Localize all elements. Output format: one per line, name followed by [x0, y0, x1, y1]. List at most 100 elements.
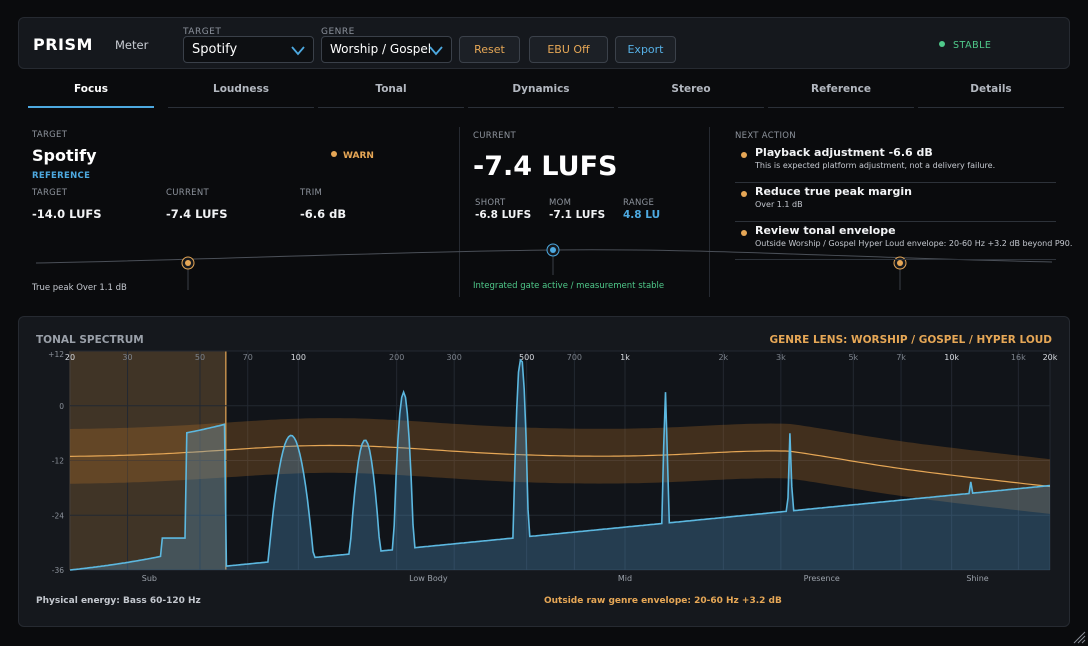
- target-select[interactable]: Spotify: [183, 36, 314, 63]
- action-title[interactable]: Review tonal envelope: [755, 224, 896, 237]
- genre-lens-label: GENRE LENS: WORSHIP / GOSPEL / HYPER LOU…: [769, 334, 1052, 346]
- metric-value: -14.0 LUFS: [32, 207, 102, 221]
- column-divider: [709, 127, 710, 297]
- freq-tick-label: 16k: [1011, 353, 1026, 362]
- freq-tick-label: 30: [122, 353, 132, 362]
- tab-label: Tonal: [375, 83, 407, 95]
- current-lufs-readout: -7.4 LUFS: [473, 151, 618, 182]
- action-desc: Over 1.1 dB: [755, 200, 803, 209]
- band-label: Low Body: [409, 574, 448, 583]
- ebu-toggle-button[interactable]: EBU Off: [529, 36, 608, 63]
- metric-value: -7.4 LUFS: [166, 207, 228, 221]
- freq-tick-label: 300: [447, 353, 462, 362]
- freq-tick-label: 200: [389, 353, 404, 362]
- export-button[interactable]: Export: [615, 36, 676, 63]
- reset-button[interactable]: Reset: [459, 36, 520, 63]
- action-dot-icon: [741, 230, 747, 236]
- tab-label: Dynamics: [512, 83, 570, 95]
- status-text: STABLE: [953, 40, 992, 51]
- metric-value: -6.6 dB: [300, 207, 347, 221]
- spectrum-plot[interactable]: 20 30 50 70 100 200 300 500 700 1k 2k 3k 5k 7k 10k 16k 2…: [19, 317, 1071, 628]
- tab-label: Details: [970, 83, 1012, 95]
- tab-dynamics[interactable]: Dynamics: [468, 83, 614, 108]
- tab-label: Reference: [810, 83, 872, 95]
- warn-badge: WARN: [331, 151, 374, 161]
- genre-median-line: [69, 444, 1051, 488]
- sub-metric-label: MOM: [549, 198, 572, 208]
- freq-tick-label: 10k: [944, 353, 959, 362]
- freq-tick-label: 100: [291, 353, 306, 362]
- band-label: Presence: [804, 574, 840, 583]
- tab-focus[interactable]: Focus: [28, 83, 154, 108]
- metric-label: TRIM: [300, 188, 323, 198]
- header-bar: PRISM Meter TARGET Spotify GENRE Worship…: [18, 17, 1070, 69]
- freq-tick-label: 20k: [1043, 353, 1058, 362]
- sub-metric-value: -6.8 LUFS: [475, 209, 532, 221]
- tab-stereo[interactable]: Stereo: [618, 83, 764, 108]
- spectrum-footer-right: Outside raw genre envelope: 20-60 Hz +3.…: [544, 596, 782, 606]
- next-action-heading: NEXT ACTION: [735, 131, 796, 141]
- spectrum-footer-left: Physical energy: Bass 60-120 Hz: [36, 596, 201, 606]
- action-divider: [735, 182, 1056, 183]
- true-peak-note: True peak Over 1.1 dB: [32, 283, 127, 293]
- app-brand: PRISM: [33, 35, 93, 54]
- chevron-down-icon: [291, 46, 305, 56]
- freq-tick-label: 70: [243, 353, 253, 362]
- current-marker: [546, 243, 560, 257]
- spectrum-line: [69, 358, 1051, 571]
- genre-select[interactable]: Worship / Gospel: [321, 36, 452, 63]
- action-title[interactable]: Reduce true peak margin: [755, 185, 912, 198]
- genre-select-value: Worship / Gospel: [330, 42, 432, 56]
- metric-label: CURRENT: [166, 188, 209, 198]
- freq-tick-label: 7k: [896, 353, 906, 362]
- action-dot-icon: [741, 191, 747, 197]
- spectrum-fill: [70, 360, 1050, 570]
- sub-metric-label: RANGE: [623, 198, 655, 208]
- target-heading: TARGET: [32, 130, 68, 140]
- action-desc: This is expected platform adjustment, no…: [755, 161, 996, 170]
- resize-handle-icon[interactable]: [1070, 628, 1086, 644]
- tab-label: Focus: [74, 83, 108, 95]
- freq-tick-label: 2k: [718, 353, 728, 362]
- freq-tick-label: 700: [567, 353, 582, 362]
- tab-label: Stereo: [671, 83, 711, 95]
- status-dot-icon: [939, 41, 945, 47]
- loudness-path: [35, 243, 1053, 290]
- genre-select-label: GENRE: [321, 27, 355, 37]
- action-divider: [735, 221, 1056, 222]
- action-title[interactable]: Playback adjustment -6.6 dB: [755, 146, 933, 159]
- column-divider: [459, 127, 460, 297]
- metric-label: TARGET: [32, 188, 68, 198]
- freq-tick-label: 50: [195, 353, 205, 362]
- warn-text: WARN: [343, 151, 374, 161]
- freq-tick-label: 500: [519, 353, 534, 362]
- target-marker: [181, 256, 195, 270]
- spectrum-title: TONAL SPECTRUM: [36, 334, 144, 346]
- action-dot-icon: [741, 152, 747, 158]
- target-select-label: TARGET: [183, 27, 222, 37]
- db-tick-label: -24: [52, 511, 64, 520]
- tab-tonal[interactable]: Tonal: [318, 83, 464, 108]
- sub-metric-label: SHORT: [475, 198, 506, 208]
- status-badge: STABLE: [939, 40, 991, 51]
- tab-reference[interactable]: Reference: [768, 83, 914, 108]
- freq-tick-label: 3k: [776, 353, 786, 362]
- db-tick-label: 0: [59, 402, 64, 411]
- freq-tick-label: 20: [65, 353, 75, 362]
- band-label: Sub: [142, 574, 157, 583]
- freq-tick-label: 1k: [620, 353, 630, 362]
- gate-note: Integrated gate active / measurement sta…: [473, 281, 665, 291]
- target-select-value: Spotify: [192, 42, 238, 57]
- target-name: Spotify: [32, 146, 97, 165]
- current-heading: CURRENT: [473, 131, 516, 141]
- band-label: Mid: [618, 574, 632, 583]
- sub-metric-value: 4.8 LU: [623, 209, 661, 221]
- freq-tick-label: 5k: [848, 353, 858, 362]
- tab-details[interactable]: Details: [918, 83, 1064, 108]
- db-tick-label: +12: [48, 350, 64, 359]
- reference-tag: REFERENCE: [32, 171, 91, 181]
- tab-loudness[interactable]: Loudness: [168, 83, 314, 108]
- genre-envelope-band: [70, 418, 1050, 514]
- db-tick-label: -12: [52, 457, 64, 466]
- tonal-spectrum-panel: TONAL SPECTRUM GENRE LENS: WORSHIP / GOS…: [18, 316, 1070, 627]
